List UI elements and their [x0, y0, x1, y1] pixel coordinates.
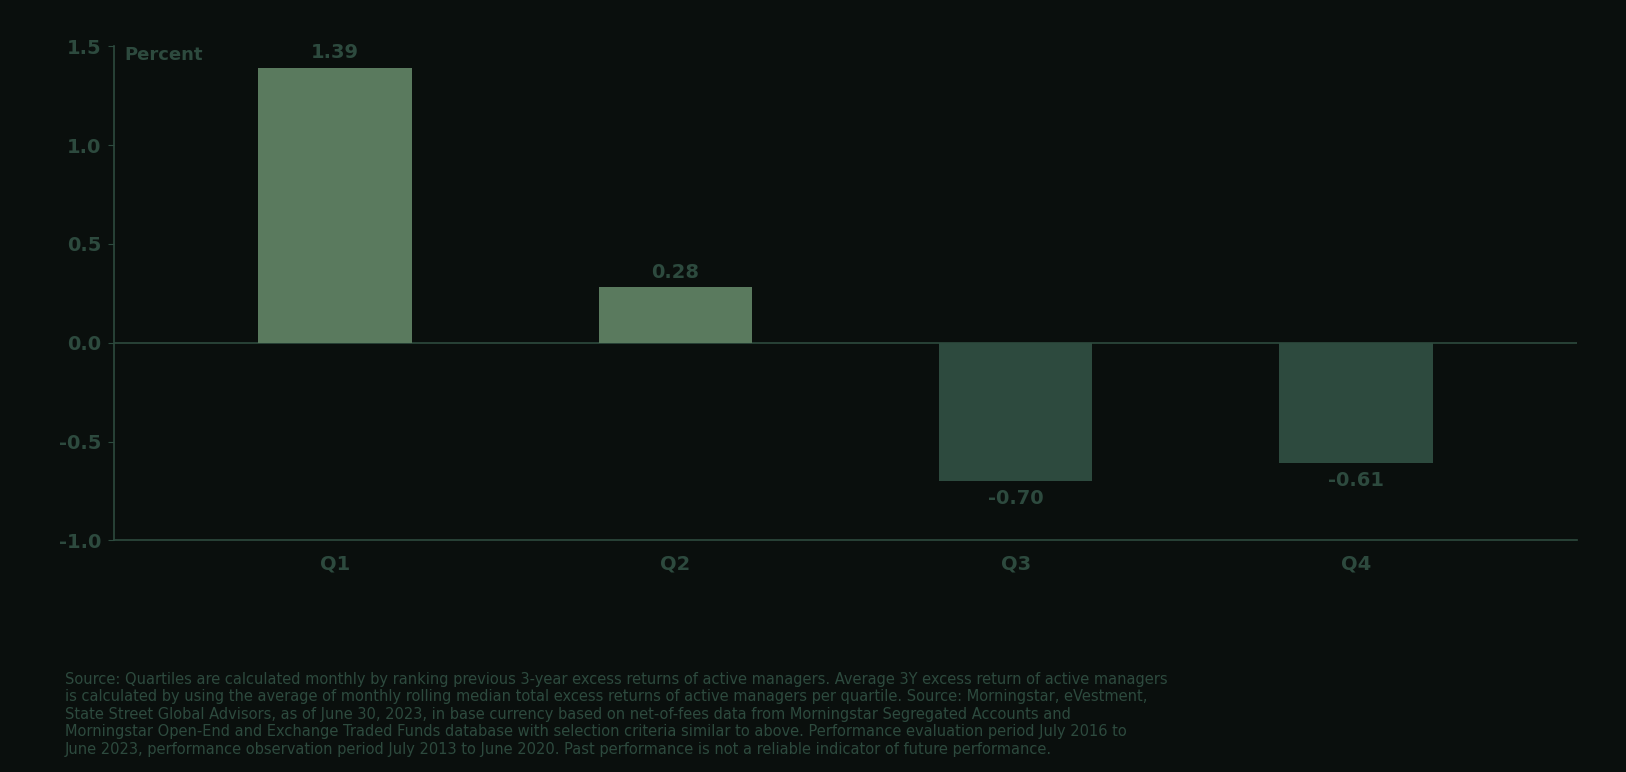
Text: Percent: Percent — [124, 46, 203, 64]
Bar — [1280, 343, 1433, 463]
Bar — [940, 343, 1093, 481]
Text: 1.39: 1.39 — [311, 43, 359, 62]
Bar — [259, 68, 411, 343]
Text: 0.28: 0.28 — [652, 262, 699, 282]
Text: -0.70: -0.70 — [989, 489, 1044, 508]
Bar — [598, 287, 751, 343]
Text: Source: Quartiles are calculated monthly by ranking previous 3-year excess retur: Source: Quartiles are calculated monthly… — [65, 672, 1167, 757]
Text: -0.61: -0.61 — [1328, 471, 1384, 490]
